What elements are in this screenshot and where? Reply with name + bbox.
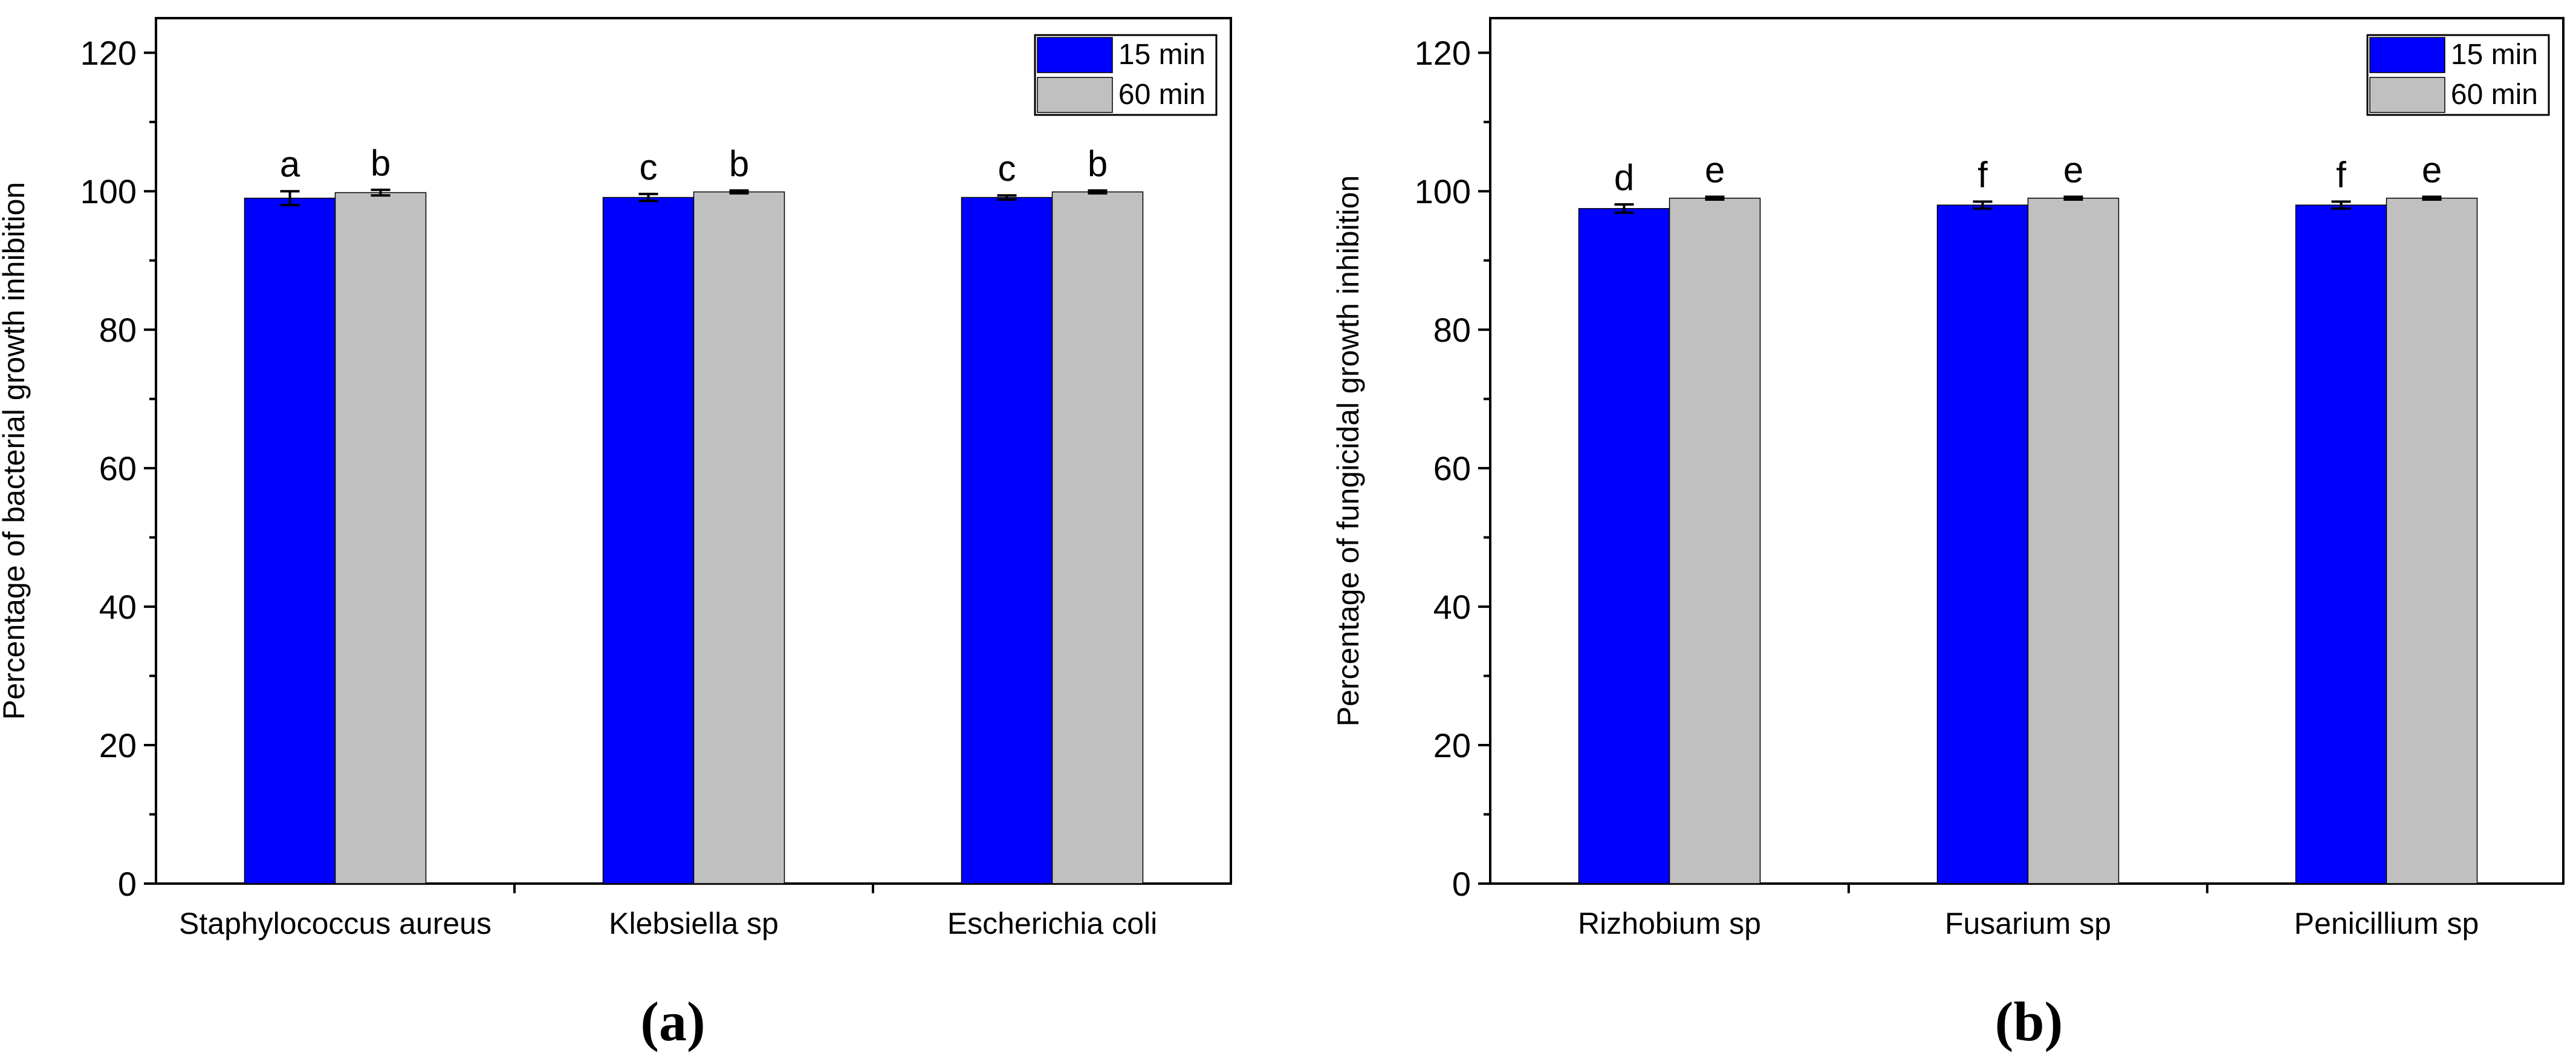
legend-swatch-15min <box>1037 37 1113 73</box>
bar-15min <box>2295 204 2387 884</box>
x-category-label: Fusarium sp <box>1945 907 2111 940</box>
panel-label-a: (a) <box>640 991 705 1052</box>
bar-60min <box>693 191 785 884</box>
legend-label: 60 min <box>2451 79 2538 111</box>
significance-label: c <box>640 147 658 187</box>
legend-label: 15 min <box>2451 39 2538 71</box>
chart-panel-a: 0 20 40 60 80 100 120 Percentage of bacterial g… <box>0 17 1232 940</box>
significance-label: e <box>1705 149 1725 190</box>
bar-15min <box>1578 208 1670 884</box>
bar-60min <box>334 192 427 884</box>
bar-15min <box>1936 204 2029 884</box>
y-tick-label: 20 <box>1433 726 1471 764</box>
significance-label: b <box>371 143 391 183</box>
legend-swatch-15min <box>2369 37 2445 73</box>
y-tick-label: 60 <box>99 449 137 487</box>
legend-swatch-60min <box>1037 77 1113 113</box>
significance-label: f <box>1977 154 1988 195</box>
y-tick-label: 60 <box>1433 449 1471 487</box>
y-tick-label: 120 <box>80 34 137 72</box>
y-tick-label: 120 <box>1415 34 1471 72</box>
y-tick-label: 80 <box>99 311 137 349</box>
significance-label: e <box>2063 149 2083 190</box>
y-tick-label: 100 <box>80 172 137 210</box>
bar-15min <box>244 197 336 884</box>
bar-60min <box>1051 191 1144 884</box>
y-tick-label: 80 <box>1433 311 1471 349</box>
bar-15min <box>602 197 695 884</box>
legend-label: 60 min <box>1118 79 1205 111</box>
significance-label: f <box>2336 154 2346 195</box>
y-tick-label: 40 <box>1433 588 1471 626</box>
significance-label: b <box>729 143 749 184</box>
bar-60min <box>2027 197 2120 884</box>
significance-label: a <box>280 144 300 184</box>
y-axis-title: Percentage of fungicidal growth inhibiti… <box>1331 175 1365 727</box>
legend-label: 15 min <box>1118 39 1205 71</box>
significance-label: d <box>1614 157 1634 198</box>
significance-label: c <box>998 148 1016 189</box>
y-tick-label: 20 <box>99 726 137 764</box>
x-category-label: Klebsiella sp <box>609 907 779 940</box>
x-category-label: Rizhobium sp <box>1578 907 1761 940</box>
y-tick-label: 100 <box>1415 172 1471 210</box>
y-tick-label: 40 <box>99 588 137 626</box>
y-tick-label: 0 <box>1452 865 1471 903</box>
bar-60min <box>2386 197 2478 884</box>
x-category-label: Escherichia coli <box>947 907 1157 940</box>
chart-panel-b: 0 20 40 60 80 100 120 Percentage of fungicidal … <box>1331 17 2565 940</box>
legend-swatch-60min <box>2369 77 2445 113</box>
panel-label-b: (b) <box>1995 991 2063 1052</box>
significance-label: e <box>2422 149 2442 190</box>
y-tick-label: 0 <box>118 865 137 903</box>
bar-15min <box>961 197 1053 884</box>
significance-label: b <box>1088 143 1108 184</box>
y-axis-title: Percentage of bacterial growth inhibitio… <box>0 182 31 720</box>
x-category-label: Penicillium sp <box>2294 907 2479 940</box>
x-category-label: Staphylococcus aureus <box>179 907 492 940</box>
bar-60min <box>1669 197 1761 884</box>
